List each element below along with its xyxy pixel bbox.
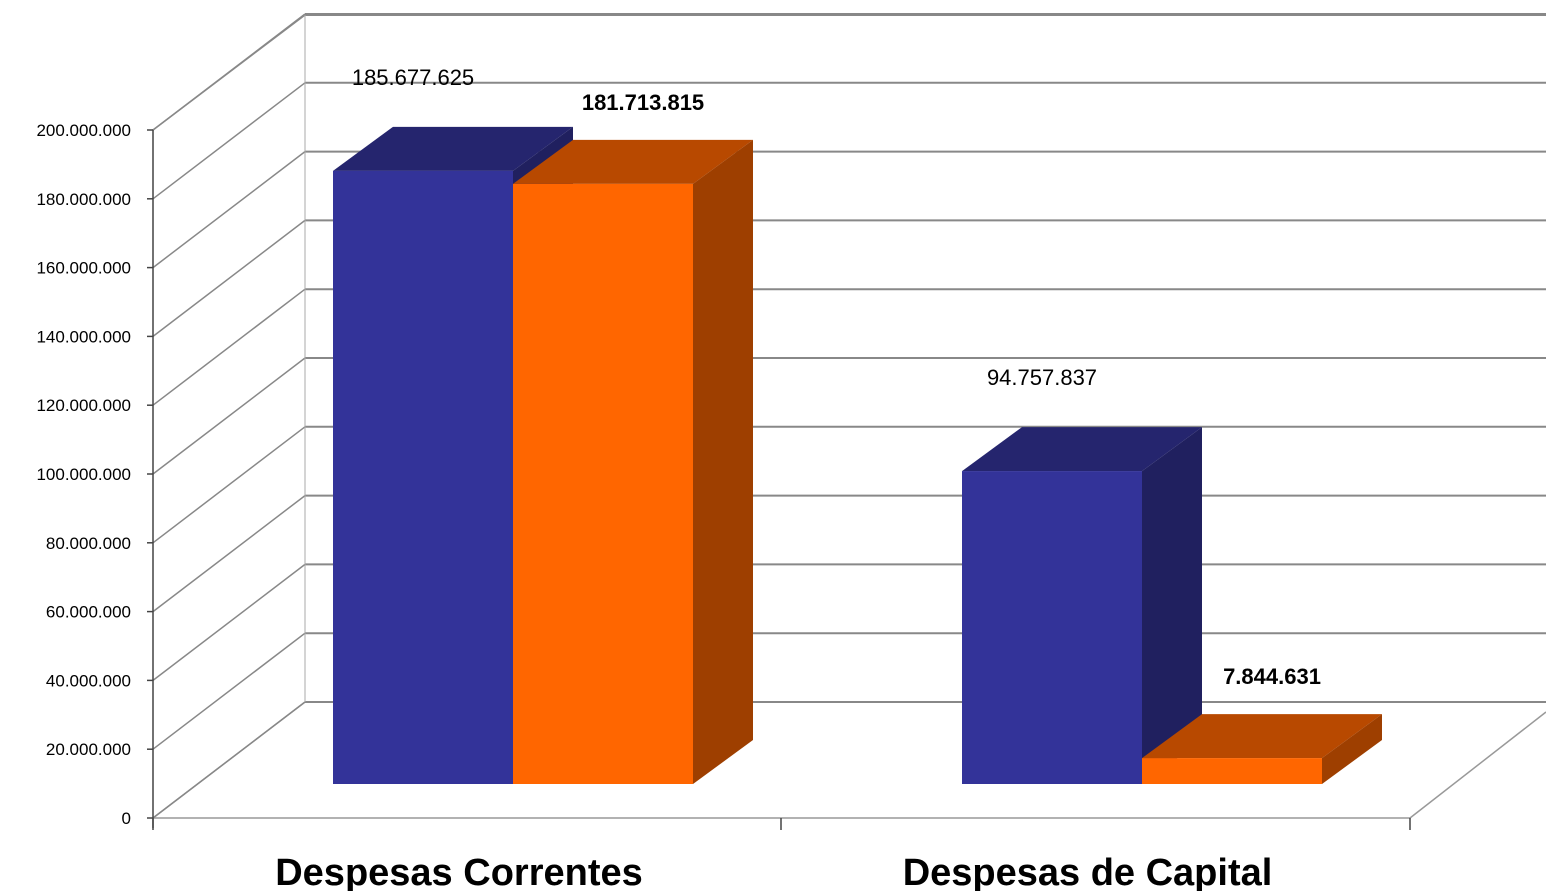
side-gridline <box>152 219 306 337</box>
y-tick-label: 60.000.000 <box>46 603 131 622</box>
bars <box>333 126 1382 784</box>
bar-side <box>1322 714 1382 784</box>
y-tick-label: 160.000.000 <box>36 259 131 278</box>
bar-side <box>1142 427 1202 784</box>
y-tick-label: 40.000.000 <box>46 671 131 690</box>
data-label: 181.713.815 <box>582 90 704 115</box>
y-tick-label: 100.000.000 <box>36 465 131 484</box>
y-tick-label: 20.000.000 <box>46 740 131 759</box>
side-gridline <box>152 495 306 613</box>
side-gridline <box>152 701 306 819</box>
bar-top <box>513 139 753 184</box>
bar-side <box>693 139 753 784</box>
side-gridline <box>152 426 306 544</box>
bar <box>333 170 513 784</box>
side-gridline <box>152 563 306 681</box>
y-tick-label: 120.000.000 <box>36 396 131 415</box>
y-tick-label: 180.000.000 <box>36 190 131 209</box>
bar-top <box>962 427 1202 472</box>
y-tick-label: 140.000.000 <box>36 327 131 346</box>
floor-right-edge <box>1409 711 1546 819</box>
y-tick-label: 80.000.000 <box>46 534 131 553</box>
data-label: 185.677.625 <box>352 65 474 90</box>
x-category-label: Despesas de Capital <box>903 852 1273 891</box>
data-label: 7.844.631 <box>1223 664 1321 689</box>
y-tick-label: 200.000.000 <box>36 121 131 140</box>
data-label: 94.757.837 <box>987 365 1097 390</box>
x-category-label: Despesas Correntes <box>275 852 643 891</box>
side-gridline <box>152 357 306 475</box>
labels: 185.677.625 94.757.837 181.713.815 7.844.63… <box>352 65 1321 689</box>
side-gridline <box>152 288 306 406</box>
y-tick-label: 0 <box>122 809 131 828</box>
bar-top <box>1142 714 1382 759</box>
side-gridline <box>152 151 306 269</box>
bar-top <box>333 126 573 171</box>
side-top-line <box>152 14 306 131</box>
bar <box>513 183 693 784</box>
side-gridline <box>152 82 306 200</box>
axes: 0 20.000.000 40.000.000 60.000.000 80.000.00… <box>36 121 1411 891</box>
side-gridline <box>152 632 306 750</box>
bar <box>1142 758 1322 784</box>
bar <box>962 471 1142 784</box>
